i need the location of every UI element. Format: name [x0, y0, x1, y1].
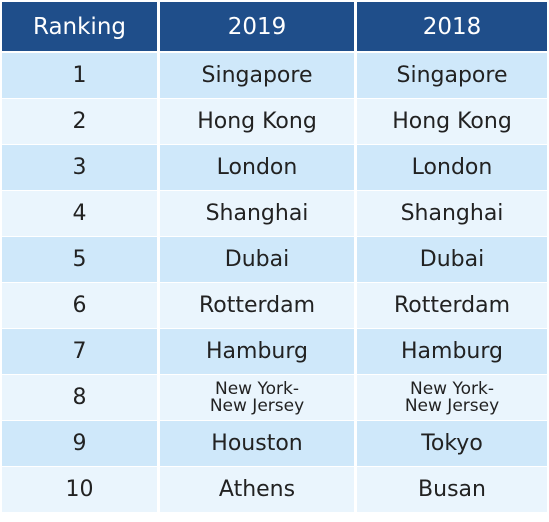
table-header-row: Ranking 2019 2018	[2, 2, 547, 51]
table-row: 8 New York- New Jersey New York- New Jersey	[2, 375, 547, 420]
table-row: 3 London London	[2, 145, 547, 190]
port-2018-cell: Rotterdam	[357, 283, 547, 328]
table-row: 1 Singapore Singapore	[2, 53, 547, 98]
port-2019-cell: Houston	[160, 421, 354, 466]
table-row: 4 Shanghai Shanghai	[2, 191, 547, 236]
port-2019-cell: Hamburg	[160, 329, 354, 374]
header-2019: 2019	[160, 2, 354, 51]
rank-cell: 8	[2, 375, 157, 420]
port-2019-cell: Singapore	[160, 53, 354, 98]
table-row: 10 Athens Busan	[2, 467, 547, 512]
rank-cell: 5	[2, 237, 157, 282]
port-2018-cell: New York- New Jersey	[357, 375, 547, 420]
port-2019-cell: Hong Kong	[160, 99, 354, 144]
table-body: 1 Singapore Singapore 2 Hong Kong Hong Kong 3 L…	[2, 53, 547, 512]
table-row: 5 Dubai Dubai	[2, 237, 547, 282]
table-row: 7 Hamburg Hamburg	[2, 329, 547, 374]
rank-cell: 10	[2, 467, 157, 512]
table-row: 6 Rotterdam Rotterdam	[2, 283, 547, 328]
port-2019-cell: Shanghai	[160, 191, 354, 236]
table-row: 2 Hong Kong Hong Kong	[2, 99, 547, 144]
rank-cell: 4	[2, 191, 157, 236]
rank-cell: 6	[2, 283, 157, 328]
header-2018: 2018	[357, 2, 547, 51]
port-2019-cell: New York- New Jersey	[160, 375, 354, 420]
rank-cell: 1	[2, 53, 157, 98]
rank-cell: 3	[2, 145, 157, 190]
rank-cell: 7	[2, 329, 157, 374]
port-2018-cell: Singapore	[357, 53, 547, 98]
header-ranking: Ranking	[2, 2, 157, 51]
port-2018-cell: Shanghai	[357, 191, 547, 236]
table-row: 9 Houston Tokyo	[2, 421, 547, 466]
port-2018-cell: Busan	[357, 467, 547, 512]
port-2019-cell: Rotterdam	[160, 283, 354, 328]
port-2019-cell: Athens	[160, 467, 354, 512]
port-2018-cell: Tokyo	[357, 421, 547, 466]
port-2019-cell: London	[160, 145, 354, 190]
port-2019-cell: Dubai	[160, 237, 354, 282]
rank-cell: 9	[2, 421, 157, 466]
port-2018-cell: Hong Kong	[357, 99, 547, 144]
port-2018-cell: London	[357, 145, 547, 190]
port-2018-cell: Dubai	[357, 237, 547, 282]
rank-cell: 2	[2, 99, 157, 144]
port-2018-cell: Hamburg	[357, 329, 547, 374]
ranking-table: Ranking 2019 2018 1 Singapore Singapore 2 Ho…	[2, 2, 547, 513]
